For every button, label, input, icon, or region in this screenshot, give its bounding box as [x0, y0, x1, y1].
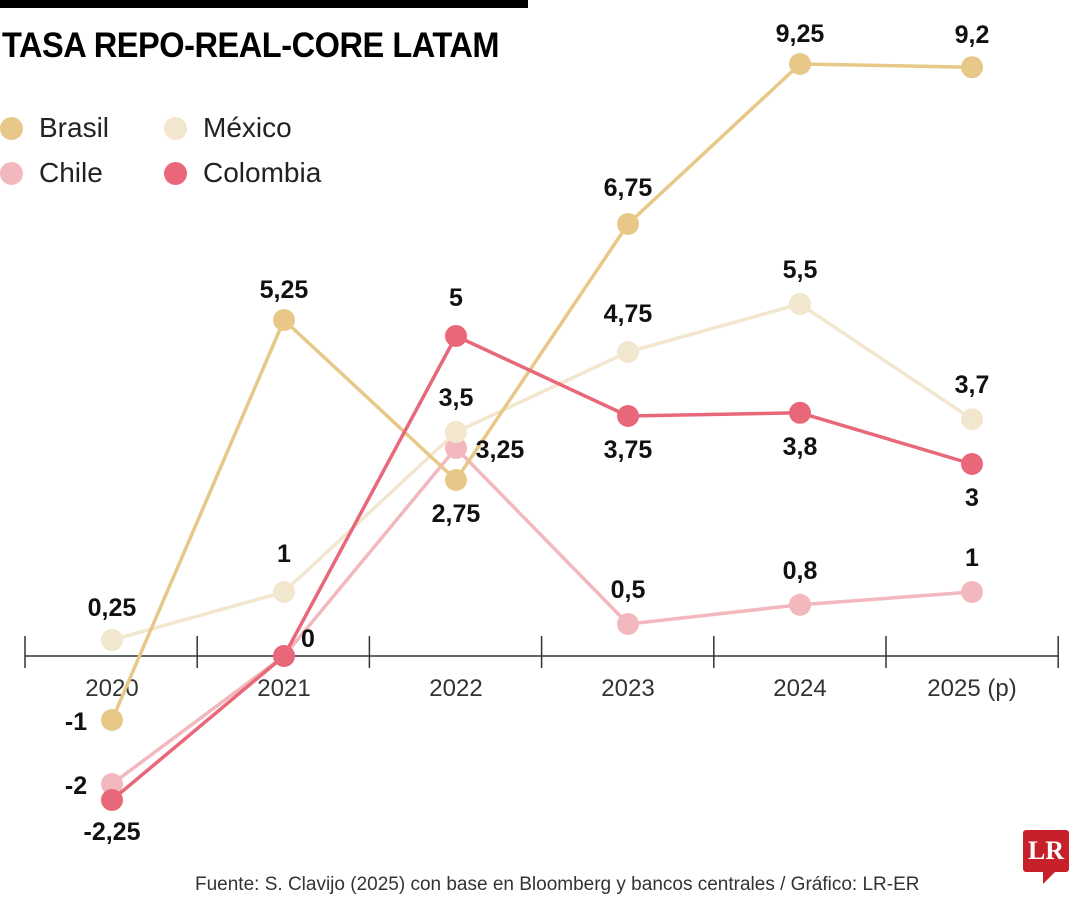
- data-label-colombia: 3,75: [604, 436, 653, 464]
- data-label-mexico: 1: [277, 540, 291, 568]
- data-point-colombia: [445, 325, 467, 347]
- lr-logo: LR: [1023, 830, 1069, 884]
- data-label-mexico: 5,5: [783, 256, 818, 284]
- legend-swatch: [0, 161, 23, 185]
- data-label-brasil: 9,25: [776, 20, 825, 48]
- data-point-chile: [961, 581, 983, 603]
- data-label-brasil: 2,75: [432, 500, 481, 528]
- data-label-chile: 0,5: [611, 576, 646, 604]
- data-point-colombia: [617, 405, 639, 427]
- data-label-mexico: 4,75: [604, 300, 653, 328]
- data-point-chile: [445, 437, 467, 459]
- legend-mexico: México: [164, 112, 292, 144]
- data-point-colombia: [101, 789, 123, 811]
- x-tick-label: 2023: [601, 675, 654, 702]
- legend-swatch: [164, 116, 187, 140]
- data-label-colombia: 5: [449, 284, 463, 312]
- legend-label: Brasil: [39, 112, 110, 143]
- data-point-chile: [101, 773, 123, 795]
- data-point-brasil: [101, 709, 123, 731]
- series-line-colombia: [110, 334, 973, 802]
- legend-swatch: [164, 161, 187, 185]
- data-point-brasil: [961, 56, 983, 79]
- x-tick-label: 2025 (p): [927, 675, 1016, 702]
- data-label-brasil: 9,2: [955, 21, 990, 49]
- data-label-mexico: 3,7: [955, 371, 990, 399]
- data-label-brasil: -1: [65, 708, 87, 736]
- data-point-brasil: [789, 53, 811, 75]
- data-point-chile: [789, 593, 811, 616]
- source-note: Fuente: S. Clavijo (2025) con base en Bl…: [195, 874, 920, 895]
- top-bar: [0, 0, 528, 8]
- data-point-brasil: [445, 469, 467, 491]
- legend-label: México: [203, 112, 292, 143]
- legend-label: Chile: [39, 157, 103, 188]
- data-label-mexico: 0,25: [88, 594, 137, 622]
- data-label-brasil: 5,25: [260, 276, 309, 304]
- series-line-mexico: [111, 302, 973, 642]
- legend-brasil: Brasil: [0, 112, 109, 144]
- x-tick-label: 2021: [257, 675, 310, 702]
- data-point-mexico: [789, 293, 811, 315]
- data-label-colombia: 0: [301, 625, 315, 653]
- x-tick-label: 2022: [429, 675, 482, 702]
- legend-swatch: [0, 116, 23, 140]
- data-point-colombia: [273, 645, 295, 667]
- data-label-colombia: -2,25: [84, 818, 141, 846]
- x-tick-label: 2024: [773, 675, 826, 702]
- data-point-chile: [617, 613, 639, 635]
- data-point-mexico: [445, 421, 467, 443]
- data-point-brasil: [617, 213, 639, 235]
- data-label-colombia: 3: [965, 484, 979, 512]
- data-label-colombia: 3,8: [783, 433, 818, 461]
- legend-chile: Chile: [0, 157, 103, 189]
- data-label-brasil: 6,75: [604, 174, 653, 202]
- legend-label: Colombia: [203, 157, 322, 188]
- legend-colombia: Colombia: [164, 157, 321, 189]
- data-label-chile: -2: [65, 772, 87, 800]
- series-line-chile: [110, 446, 973, 786]
- data-point-mexico: [617, 341, 639, 363]
- series-line-brasil: [110, 62, 973, 721]
- data-point-brasil: [273, 309, 295, 331]
- data-point-colombia: [961, 453, 983, 475]
- data-point-mexico: [961, 408, 983, 431]
- data-label-chile: 0,8: [783, 557, 818, 585]
- data-point-colombia: [789, 401, 811, 424]
- data-label-chile: 1: [965, 544, 979, 572]
- data-label-mexico: 3,5: [439, 384, 474, 412]
- data-point-mexico: [101, 629, 123, 651]
- data-label-chile: 3,25: [476, 436, 525, 464]
- chart-title: TASA REPO-REAL-CORE LATAM: [2, 26, 500, 65]
- data-point-mexico: [273, 581, 295, 603]
